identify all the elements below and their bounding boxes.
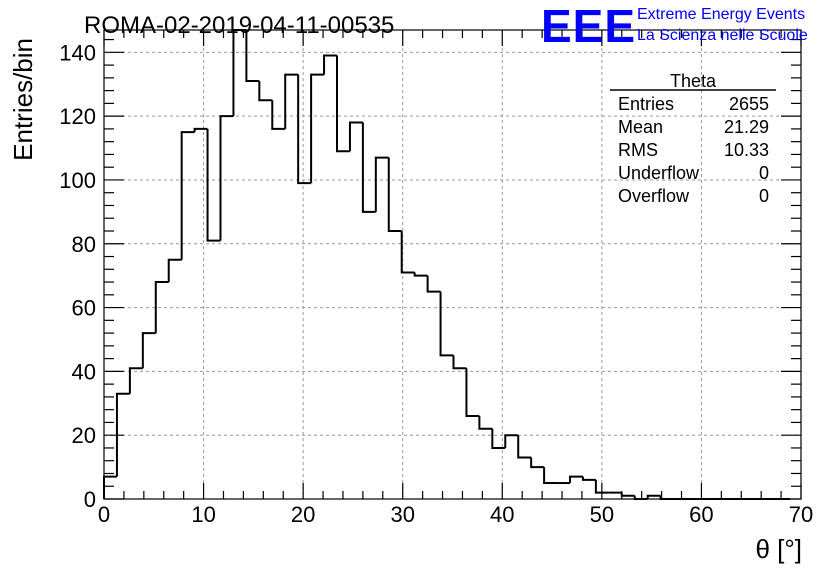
histogram-bin: [297, 74, 312, 185]
histogram-bin: [361, 122, 376, 213]
eee-logo-mark: EEE: [541, 0, 636, 52]
y-tick-label: 80: [72, 232, 96, 257]
histogram-bin: [374, 156, 389, 212]
eee-logo-line2: La Scienza nelle Scuole: [637, 27, 808, 44]
x-tick-label: 40: [490, 502, 514, 527]
y-tick-label: 100: [59, 168, 96, 193]
stats-value-rms: 10.33: [724, 140, 769, 160]
histogram-bin: [128, 367, 143, 394]
x-tick-label: 0: [98, 502, 110, 527]
y-tick-label: 40: [72, 359, 96, 384]
histogram-bin: [413, 272, 428, 277]
y-tick-label: 60: [72, 296, 96, 321]
histogram-bin: [426, 275, 441, 293]
histogram-bin: [323, 54, 337, 75]
histogram-bin: [284, 73, 299, 129]
x-tick-label: 70: [789, 502, 813, 527]
x-tick-label: 30: [390, 502, 414, 527]
stats-label-entries: Entries: [618, 94, 674, 114]
histogram-bin: [335, 55, 350, 153]
y-tick-label: 20: [72, 423, 96, 448]
histogram-bin: [400, 231, 415, 274]
histogram-bin: [180, 131, 195, 260]
histogram-bin: [504, 434, 519, 448]
stats-value-overflow: 0: [759, 186, 769, 206]
y-tick-labels: 0 20 40 60 80 100 120 140: [59, 40, 96, 512]
histogram-bin: [478, 416, 493, 430]
histogram-bin: [452, 355, 467, 370]
stats-box-title: Theta: [670, 71, 717, 91]
histogram-bin: [517, 435, 532, 459]
histogram-bin: [219, 115, 234, 241]
axis-ticks: [103, 30, 802, 500]
histogram-bin: [245, 30, 260, 83]
histogram-bin: [581, 476, 596, 481]
x-tick-label: 20: [291, 502, 315, 527]
y-tick-label: 120: [59, 104, 96, 129]
histogram-bin: [491, 428, 506, 449]
histogram-bin: [594, 479, 609, 494]
histogram-bin: [115, 392, 130, 477]
stats-label-rms: RMS: [618, 140, 658, 160]
stats-label-overflow: Overflow: [618, 186, 690, 206]
histogram-bin: [530, 457, 545, 469]
histogram-bin: [258, 81, 273, 102]
histogram-bin: [348, 121, 363, 152]
histogram-bin: [387, 157, 402, 232]
histogram-bin: [141, 332, 156, 369]
y-tick-label: 140: [59, 40, 96, 65]
stats-label-mean: Mean: [618, 117, 663, 137]
x-tick-label: 60: [689, 502, 713, 527]
histogram-bin: [167, 258, 182, 283]
chart-title: ROMA-02-2019-04-11-00535: [84, 12, 394, 39]
eee-logo: EEE Extreme Energy Events La Scienza nel…: [541, 0, 808, 52]
histogram-bin: [206, 128, 221, 242]
histogram-bin: [465, 368, 480, 418]
histogram-bin: [271, 100, 286, 130]
histogram-bin: [646, 494, 661, 499]
histogram-bin: [543, 467, 558, 485]
stats-value-entries: 2655: [729, 94, 769, 114]
plot-frame: [103, 29, 802, 500]
x-tick-labels: 0 10 20 30 40 50 60 70: [98, 502, 813, 527]
x-tick-label: 50: [590, 502, 614, 527]
stats-value-mean: 21.29: [724, 117, 769, 137]
stats-box: Theta Entries 2655 Mean 21.29 RMS 10.33 …: [610, 71, 776, 206]
stats-value-underflow: 0: [759, 163, 769, 183]
histogram-bin: [154, 281, 169, 334]
y-axis-label: Entries/bin: [8, 38, 38, 161]
histogram-bin: [568, 475, 583, 484]
histogram-bin: [310, 73, 325, 184]
x-axis-label: θ [°]: [755, 534, 802, 564]
histogram-bin: [439, 291, 454, 357]
histogram-bin: [193, 127, 208, 133]
x-tick-label: 10: [191, 502, 215, 527]
stats-label-underflow: Underflow: [618, 163, 700, 183]
y-tick-label: 0: [84, 487, 96, 512]
eee-logo-line1: Extreme Energy Events: [637, 6, 805, 23]
